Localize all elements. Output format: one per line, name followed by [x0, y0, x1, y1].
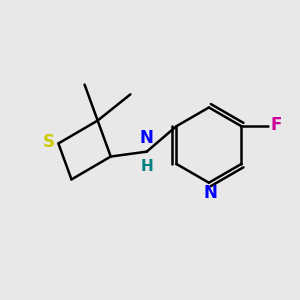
Text: S: S	[43, 133, 55, 151]
Text: N: N	[140, 129, 154, 147]
Text: H: H	[140, 159, 153, 174]
Text: N: N	[204, 184, 218, 202]
Text: F: F	[270, 116, 281, 134]
